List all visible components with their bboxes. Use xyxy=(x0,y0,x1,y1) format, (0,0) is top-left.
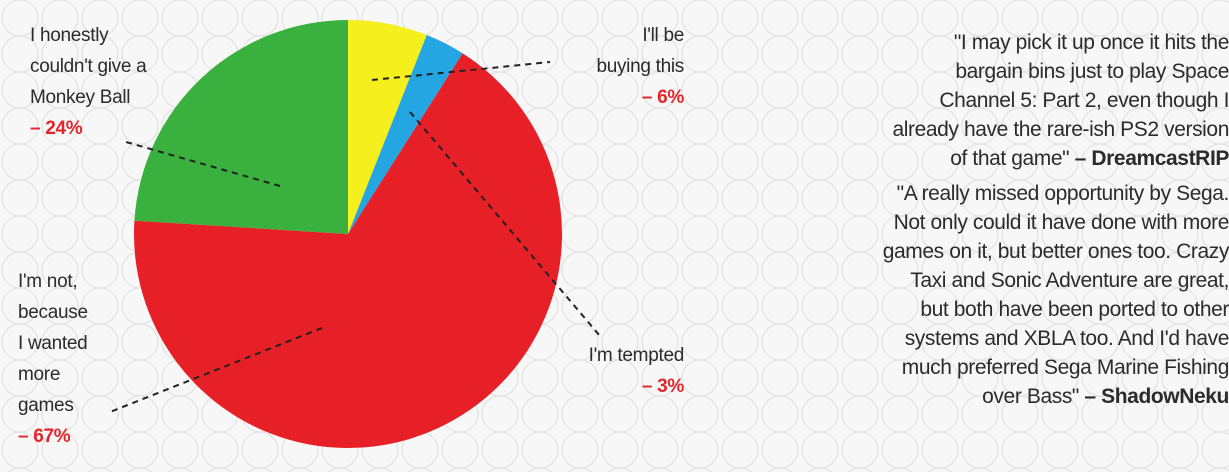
pie-slice-0 xyxy=(348,20,427,234)
leader-lines xyxy=(109,61,601,413)
label-percent: – 3% xyxy=(641,376,684,397)
quote-text: of that game" xyxy=(950,147,1070,170)
label-line: more xyxy=(18,364,61,385)
quote-line: "I may pick it up once it hits the xyxy=(953,31,1229,54)
label-line: I honestly xyxy=(30,25,109,46)
pie-slice-2 xyxy=(133,53,562,449)
leader-line-3 xyxy=(125,141,281,187)
quote-author: – DreamcastRIP xyxy=(1069,147,1229,170)
quote-author: – ShadowNeku xyxy=(1078,385,1229,408)
quote-line: Taxi and Sonic Adventure are great, xyxy=(910,269,1229,292)
quote-line: already have the rare-ish PS2 version xyxy=(892,118,1229,141)
leader-line-2 xyxy=(109,327,323,413)
pie-slices xyxy=(133,20,562,449)
quote-shadowneku: "A really missed opportunity by Sega. No… xyxy=(770,179,1229,411)
label-percent: – 67% xyxy=(18,426,71,447)
quote-line: Channel 5: Part 2, even though I xyxy=(939,89,1229,112)
label-percent: – 24% xyxy=(30,118,83,139)
quote-line: bargain bins just to play Space xyxy=(955,60,1229,83)
quote-line: "A really missed opportunity by Sega. xyxy=(896,182,1229,205)
quote-line: Not only could it have done with more xyxy=(893,211,1229,234)
pie-slice-1 xyxy=(348,35,463,234)
label-line: buying this xyxy=(596,56,684,77)
label-percent: – 6% xyxy=(641,87,684,108)
label-not-buying: I'm not, because I wanted more games – 6… xyxy=(18,266,88,452)
label-line: I wanted xyxy=(18,333,88,354)
quote-dreamcastrip: "I may pick it up once it hits the barga… xyxy=(770,28,1229,173)
quote-text: over Bass" xyxy=(982,385,1079,408)
leader-line-1 xyxy=(409,111,601,337)
label-indifferent: I honestly couldn't give a Monkey Ball –… xyxy=(30,20,147,144)
reader-quotes: "I may pick it up once it hits the barga… xyxy=(770,28,1229,472)
pie-slice-3 xyxy=(134,20,348,234)
pie-chart xyxy=(109,20,601,449)
leader-line-0 xyxy=(371,61,551,81)
label-line: because xyxy=(18,302,88,323)
quote-line: systems and XBLA too. And I'd have xyxy=(904,327,1229,350)
label-buying: I'll be buying this – 6% xyxy=(596,20,684,113)
quote-line: much preferred Sega Marine Fishing xyxy=(901,356,1229,379)
label-line: I'm tempted xyxy=(588,345,685,366)
label-line: I'm not, xyxy=(18,271,78,292)
quote-line: games on it, but better ones too. Crazy xyxy=(882,240,1229,263)
label-tempted: I'm tempted – 3% xyxy=(588,340,685,402)
label-line: couldn't give a xyxy=(30,56,147,77)
quote-line: but both have been ported to other xyxy=(920,298,1229,321)
quote-line-last: over Bass" – ShadowNeku xyxy=(770,382,1229,411)
label-line: games xyxy=(18,395,74,416)
label-line: Monkey Ball xyxy=(30,87,131,108)
label-line: I'll be xyxy=(642,25,684,46)
quote-line-last: of that game" – DreamcastRIP xyxy=(770,144,1229,173)
